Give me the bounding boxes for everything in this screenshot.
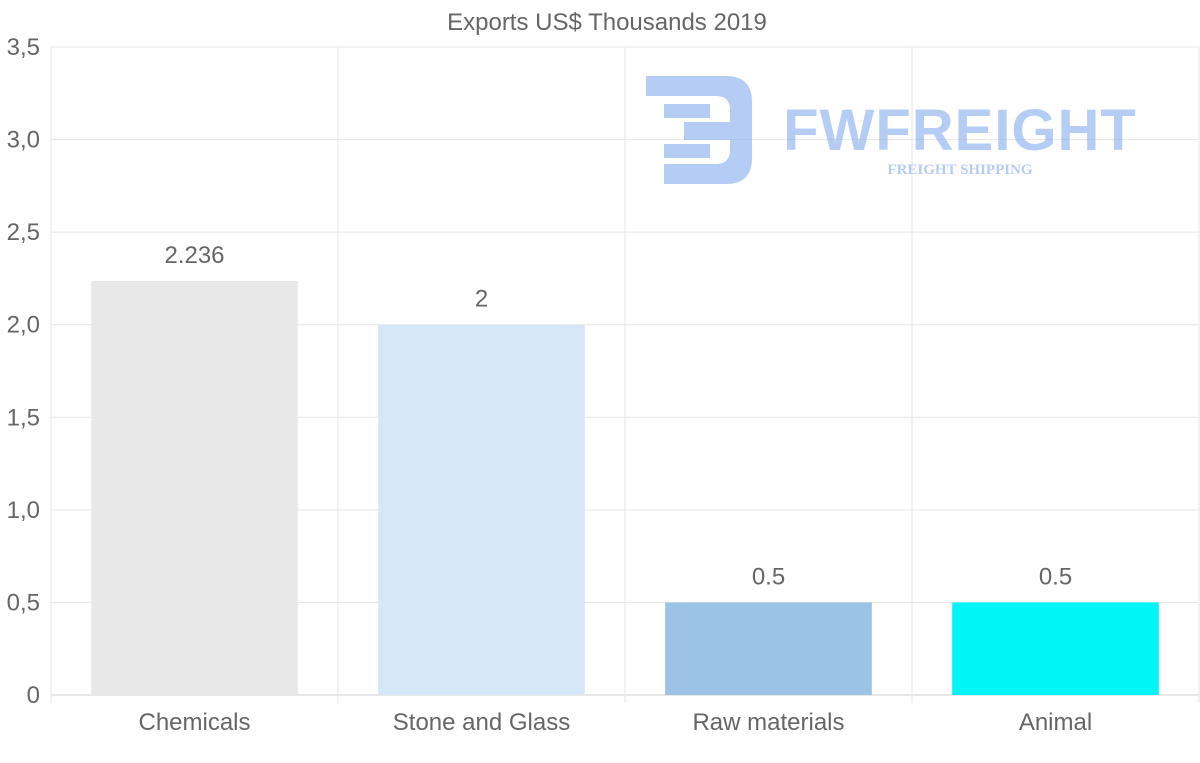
x-tick-label: Chemicals: [138, 709, 250, 736]
y-tick-label: 1,0: [7, 497, 40, 524]
bar-raw-materials[interactable]: [665, 602, 872, 695]
watermark-tagline: FREIGHT SHIPPING: [887, 162, 1032, 178]
y-axis: 0 0,5 1,0 1,5 2,0 2,5 3,0 3,5: [7, 34, 40, 709]
y-tick-label: 3,0: [7, 127, 40, 154]
y-tick-label: 2,5: [7, 219, 40, 246]
x-tick-label: Animal: [1019, 709, 1092, 736]
x-tick-label: Raw materials: [692, 709, 844, 736]
y-tick-label: 2,0: [7, 312, 40, 339]
bar-chemicals[interactable]: [91, 281, 298, 695]
bar-stone-and-glass[interactable]: [378, 324, 585, 695]
bar-animal[interactable]: [952, 602, 1159, 695]
bars: [91, 281, 1159, 695]
y-tick-label: 0,5: [7, 589, 40, 616]
data-label: 0.5: [1039, 563, 1072, 590]
chart-title: Exports US$ Thousands 2019: [447, 9, 767, 36]
x-axis: Chemicals Stone and Glass Raw materials Ani…: [138, 709, 1092, 736]
data-label: 2: [475, 286, 488, 313]
y-tick-label: 0: [27, 682, 40, 709]
fwfreight-logo-icon: [646, 76, 752, 184]
y-tick-label: 1,5: [7, 404, 40, 431]
data-label: 2.236: [164, 242, 224, 269]
watermark: FWFREIGHT FREIGHT SHIPPING: [646, 76, 1137, 184]
x-tick-label: Stone and Glass: [393, 709, 570, 736]
data-labels: 2.236 2 0.5 0.5: [164, 242, 1072, 590]
data-label: 0.5: [752, 563, 785, 590]
y-tick-label: 3,5: [7, 34, 40, 61]
watermark-brand: FWFREIGHT: [783, 98, 1137, 163]
